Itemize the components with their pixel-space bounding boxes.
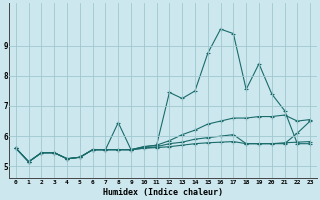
X-axis label: Humidex (Indice chaleur): Humidex (Indice chaleur) <box>103 188 223 197</box>
